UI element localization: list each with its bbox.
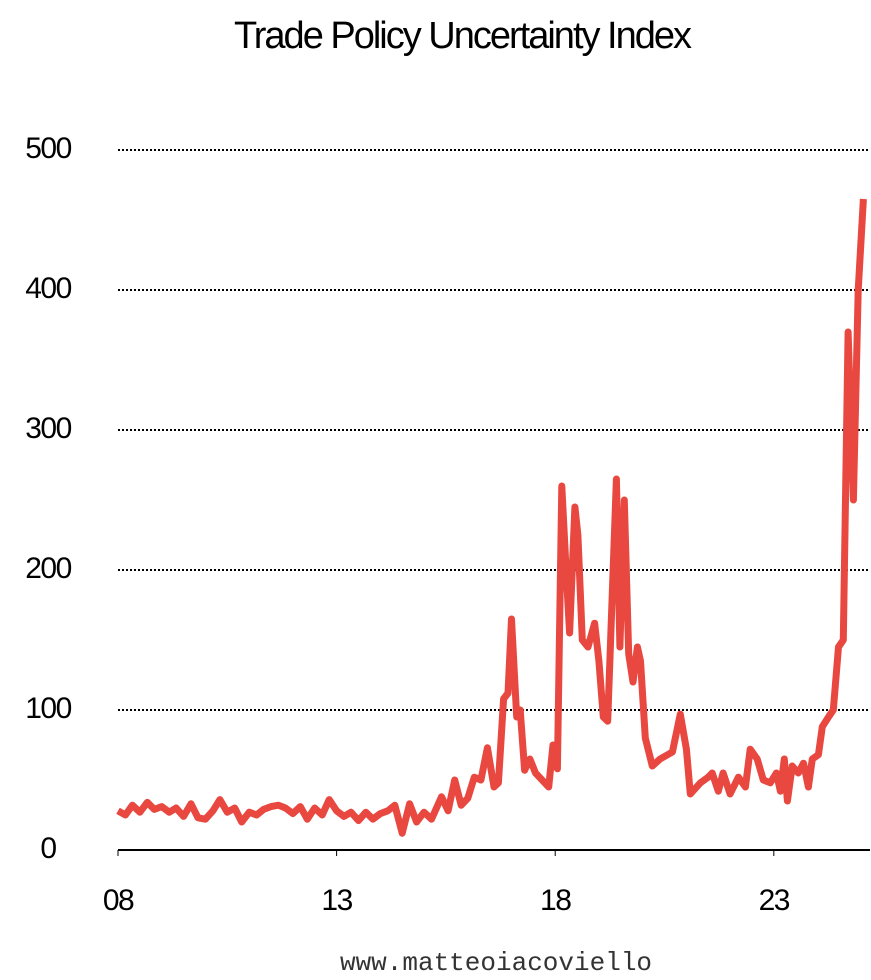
x-tick-label: 23 [759,884,790,917]
y-tick-label: 500 [25,132,71,165]
y-tick-label: 0 [40,832,56,865]
source: www.matteoiacoviello [340,948,652,978]
x-tick-label: 13 [321,884,352,917]
x-tick-label: 18 [540,884,571,917]
y-tick-label: 200 [25,552,71,585]
y-tick-label: 100 [25,692,71,725]
x-tick-label: 08 [103,884,134,917]
chart-title: Trade Policy Uncertainty Index [234,15,692,57]
y-tick-label: 400 [25,272,71,305]
y-tick-label: 300 [25,412,71,445]
series-line [116,198,867,837]
